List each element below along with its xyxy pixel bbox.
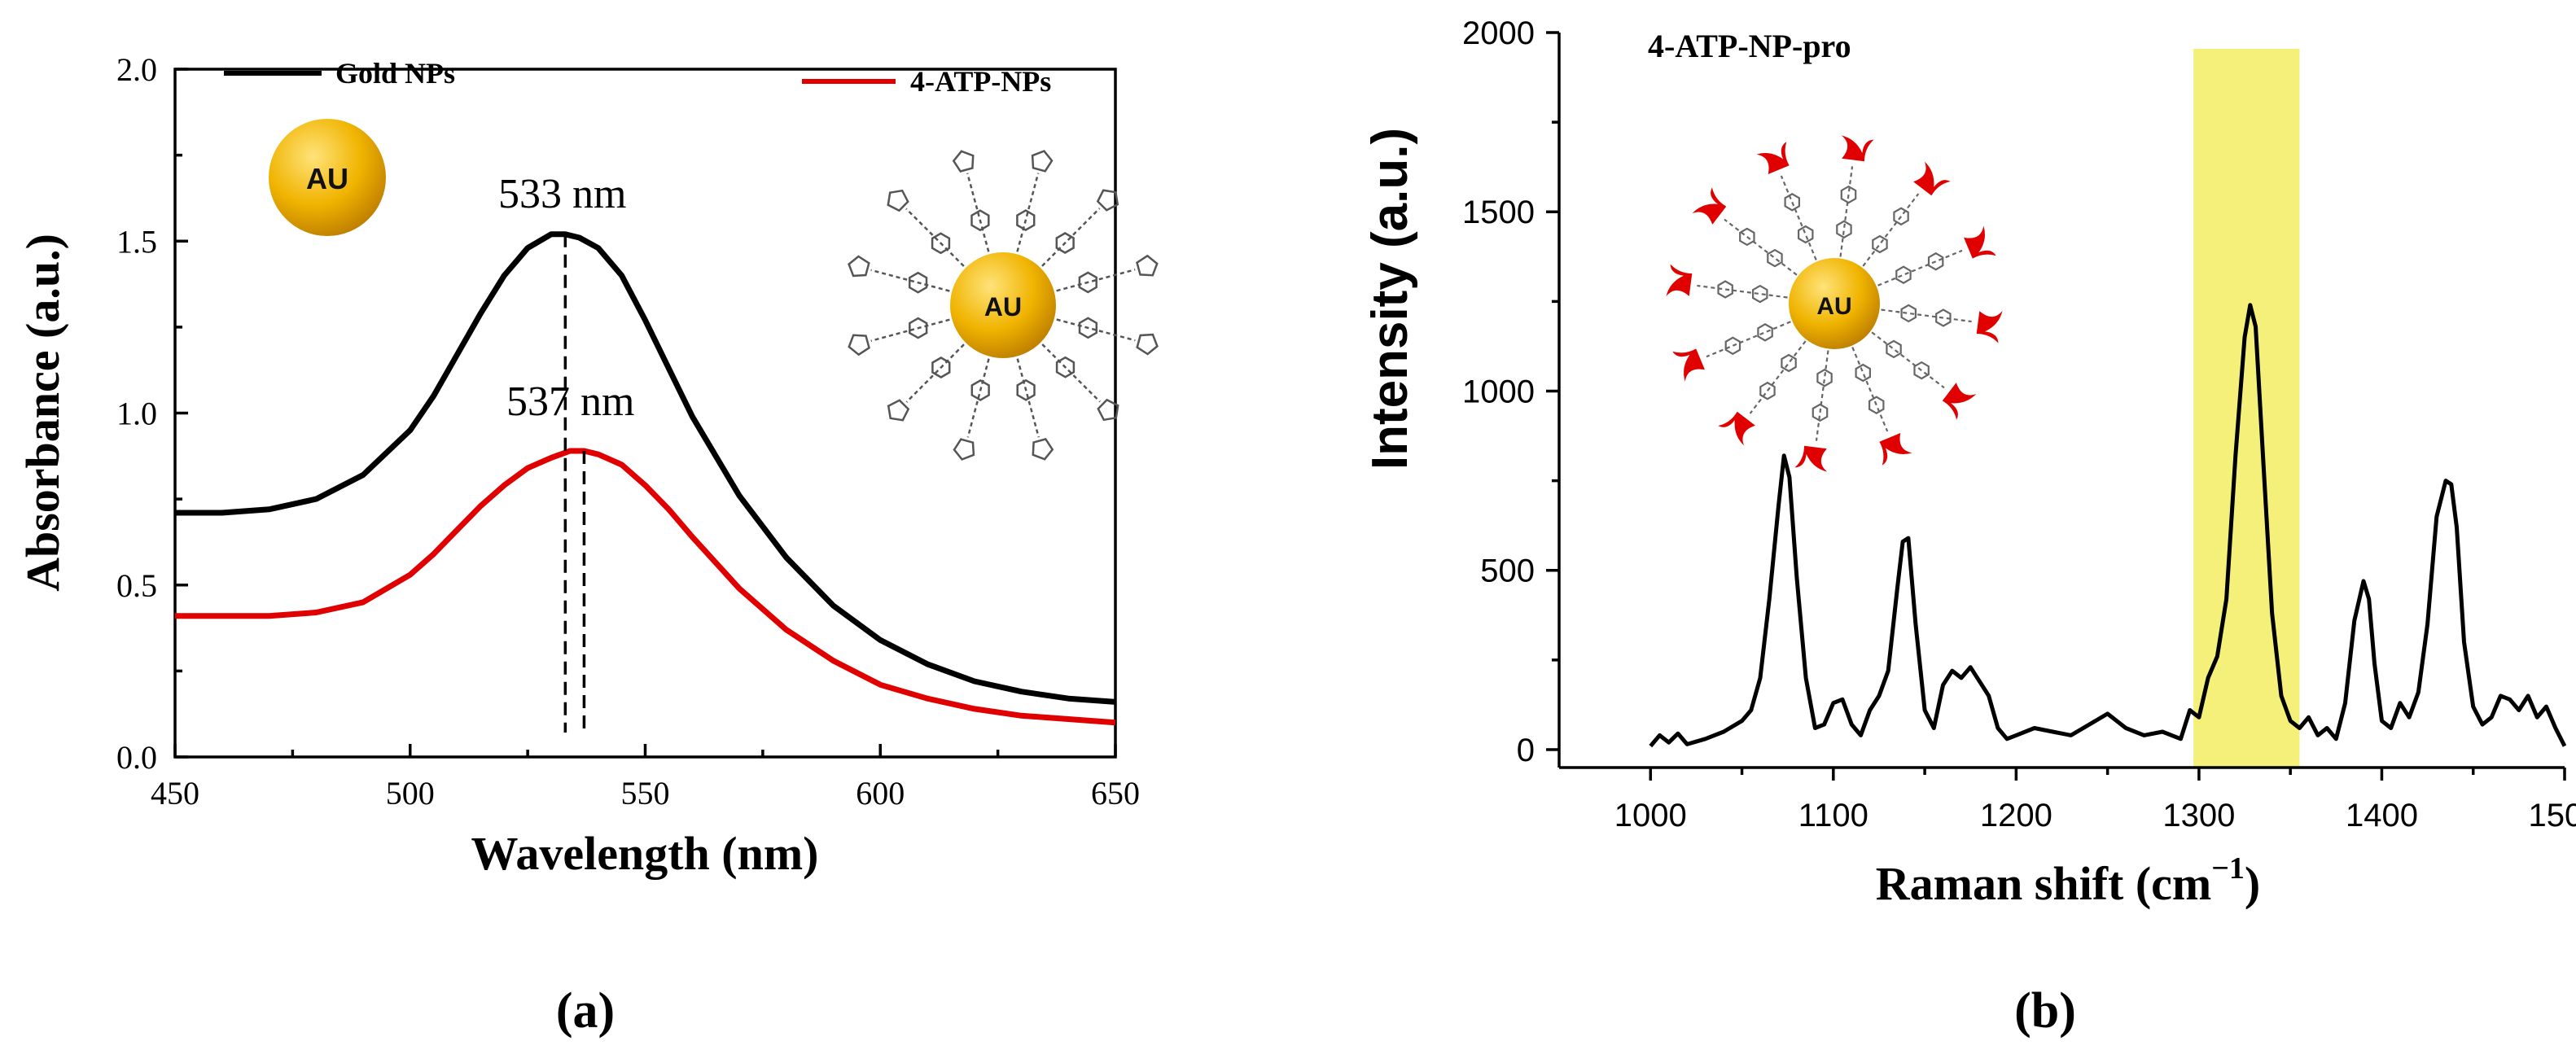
panel-b-ticks: 1000 1100 1200 1300 1400 1500 0 500 1000 1500 2000 <box>1462 15 2576 833</box>
series-line-gold-nps <box>175 231 1116 705</box>
x-tick-label: 1500 <box>2529 798 2576 833</box>
svg-text:AU: AU <box>984 292 1022 322</box>
x-tick-label: 1300 <box>2162 798 2235 833</box>
panel-b-y-axis-title: Intensity (a.u.) <box>1362 128 1418 470</box>
svg-text:AU: AU <box>1816 293 1851 320</box>
y-tick-label: 2.0 <box>116 51 157 88</box>
highlight-band <box>2193 49 2300 768</box>
functionalized-nanoparticle-icon: AU <box>848 150 1159 461</box>
legend-label-4-atp-nps: 4-ATP-NPs <box>910 65 1051 98</box>
panel-b-chart: 1000 1100 1200 1300 1400 1500 0 500 1000 1500 2000… <box>1362 15 2576 910</box>
annotation-peak-537: 537 nm <box>506 378 634 425</box>
x-tick-label: 1400 <box>2346 798 2418 833</box>
x-tick-label: 450 <box>151 775 199 811</box>
gold-nanoparticle-icon: AU <box>269 119 386 236</box>
antibody-conjugated-nanoparticle-icon: AU <box>1666 135 2003 472</box>
series-line-raman-spectrum <box>1649 303 2567 748</box>
y-tick-label: 1000 <box>1462 374 1535 409</box>
y-tick-label: 0 <box>1517 733 1535 768</box>
x-tick-label: 600 <box>856 775 905 811</box>
y-tick-label: 1.5 <box>116 223 157 260</box>
annotation-peak-533: 533 nm <box>498 171 626 217</box>
y-tick-label: 0.0 <box>116 739 157 776</box>
panel-a-series <box>175 231 1116 733</box>
y-tick-label: 1500 <box>1462 195 1535 230</box>
x-tick-label: 550 <box>621 775 670 811</box>
y-tick-label: 500 <box>1480 553 1535 589</box>
y-tick-label: 0.5 <box>116 567 157 604</box>
caption-b: (b) <box>2014 983 2076 1039</box>
panel-a-y-axis-title: Absorbance (a.u.) <box>16 234 69 592</box>
series-line-4-atp-nps <box>175 448 1116 726</box>
panel-b-x-axis-title: Raman shift (cm−1) <box>1876 851 2260 910</box>
x-tick-label: 1000 <box>1614 798 1687 833</box>
x-tick-label: 1200 <box>1980 798 2052 833</box>
panel-b-title: 4-ATP-NP-pro <box>1648 28 1851 64</box>
panel-b-series <box>1649 303 2567 748</box>
panel-a-ticks: 450 500 550 600 650 0.0 0.5 1.0 1.5 2.0 <box>116 51 1140 811</box>
svg-text:AU: AU <box>306 162 348 195</box>
legend-label-gold-nps: Gold NPs <box>335 57 455 90</box>
x-tick-label: 650 <box>1091 775 1140 811</box>
y-tick-label: 1.0 <box>116 396 157 432</box>
panel-a-x-axis-title: Wavelength (nm) <box>471 827 819 880</box>
caption-a: (a) <box>556 983 615 1039</box>
x-tick-label: 500 <box>386 775 435 811</box>
x-tick-label: 1100 <box>1798 798 1868 833</box>
y-tick-label: 2000 <box>1462 15 1535 51</box>
